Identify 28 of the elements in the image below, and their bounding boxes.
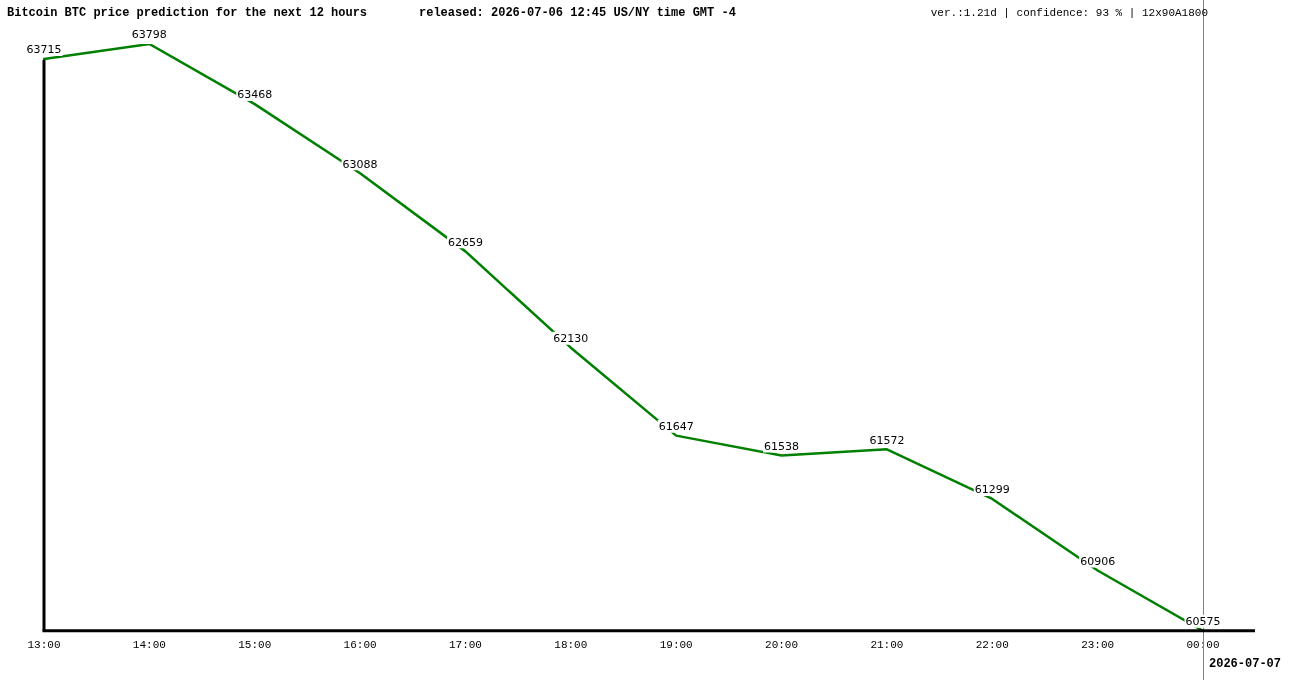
data-label: 62659 bbox=[447, 235, 483, 249]
x-tick-label: 17:00 bbox=[448, 639, 482, 652]
data-label: 63088 bbox=[342, 157, 378, 171]
data-label: 61572 bbox=[869, 433, 905, 447]
data-label: 63715 bbox=[26, 43, 62, 57]
data-label: 62130 bbox=[553, 332, 589, 346]
ref-line-label: 2026-07-07 bbox=[1208, 657, 1281, 672]
data-label: 61299 bbox=[974, 483, 1010, 497]
data-label: 61647 bbox=[658, 419, 694, 433]
data-label: 63468 bbox=[237, 88, 273, 102]
data-label: 60575 bbox=[1185, 615, 1221, 629]
x-tick-label: 20:00 bbox=[765, 639, 799, 652]
x-tick-label: 23:00 bbox=[1081, 639, 1115, 652]
x-tick-label: 18:00 bbox=[554, 639, 588, 652]
x-tick-label: 15:00 bbox=[238, 639, 272, 652]
x-tick-label: 13:00 bbox=[27, 639, 61, 652]
x-tick-label: 19:00 bbox=[659, 639, 693, 652]
x-tick-label: 22:00 bbox=[975, 639, 1009, 652]
text: ver.:1.21d | confidence: 93 % | 12x90A1800 bbox=[930, 7, 1208, 19]
x-tick-label: 16:00 bbox=[343, 639, 377, 652]
x-tick-label: 00:00 bbox=[1186, 639, 1220, 652]
x-tick-label: 14:00 bbox=[132, 639, 166, 652]
chart-title: Bitcoin BTC price prediction for the next 12 hours bbox=[7, 6, 368, 20]
chart-subtitle: released: 2026-07-06 12:45 US/NY time GMT -4 bbox=[419, 6, 736, 20]
data-label: 63798 bbox=[131, 28, 167, 42]
data-label: 61538 bbox=[764, 439, 800, 453]
data-label: 60906 bbox=[1080, 554, 1116, 568]
x-tick-label: 21:00 bbox=[870, 639, 904, 652]
